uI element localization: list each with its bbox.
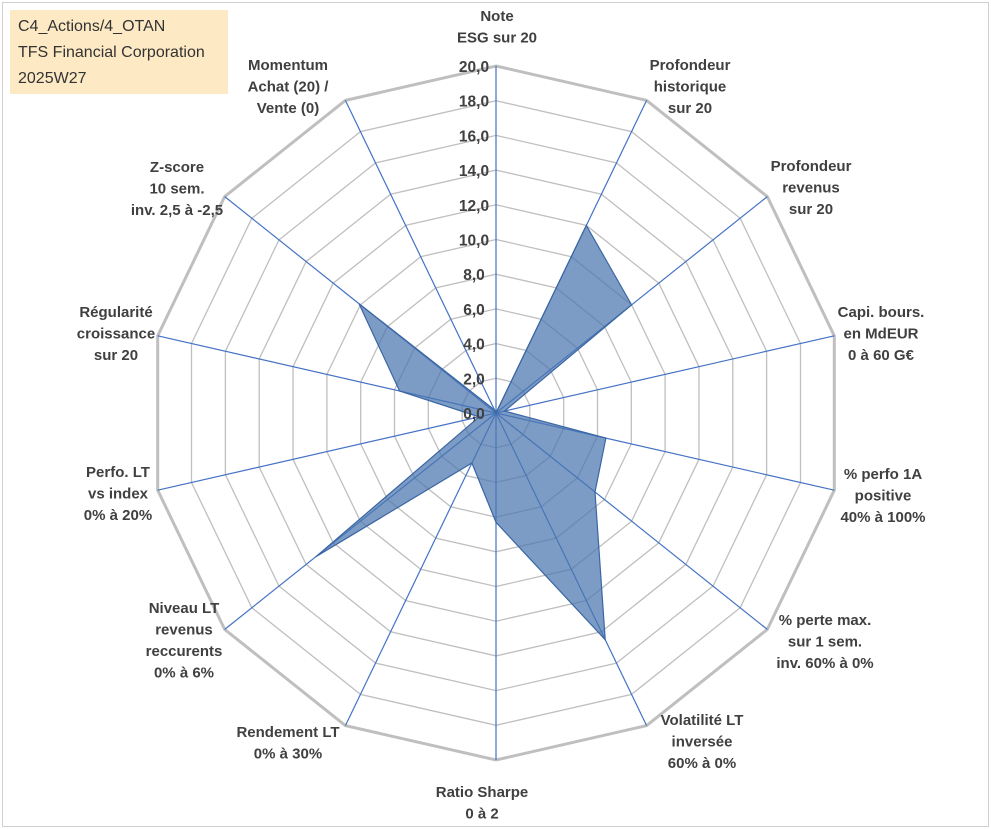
axis-label-5: % perfo 1A positive 40% à 100% [840,466,925,526]
series-area-group [315,224,633,642]
chart-title-box: C4_Actions/4_OTAN TFS Financial Corporat… [10,10,228,94]
chart-title-line1: C4_Actions/4_OTAN [18,18,166,35]
tick-label-2: 4,0 [463,337,485,354]
tick-label-4: 8,0 [463,267,485,284]
axis-spoke-4 [495,335,835,414]
axis-label-12: Régularité croissance sur 20 [77,304,155,364]
axis-labels: Note ESG sur 20 Profondeur historique sur 20… [77,8,926,823]
axis-label-7: Volatilité LT inversée 60% à 0% [661,712,744,772]
chart-title-line3: 2025W27 [18,70,87,87]
axis-label-2: Profondeur historique sur 20 [650,57,731,117]
tick-label-1: 2,0 [463,371,485,388]
axis-label-1: Note ESG sur 20 [457,8,537,47]
axis-label-11: Perfo. LT vs index 0% à 20% [84,464,152,524]
axis-spoke-11 [157,412,497,491]
axis-label-8: Ratio Sharpe 0 à 2 [436,784,529,823]
axis-label-9: Rendement LT 0% à 30% [236,724,339,763]
tick-label-9: 18,0 [459,94,489,111]
axis-label-13: Z-score 10 sem. inv. 2,5 à -2,5 [131,159,223,219]
axis-label-6: % perte max. sur 1 sem. inv. 60% à 0% [776,612,873,672]
axis-label-10: Niveau LT revenus reccurents 0% à 6% [146,600,223,682]
tick-label-8: 16,0 [459,128,489,145]
axis-label-4: Capi. bours. en MdEUR 0 à 60 G€ [838,304,925,364]
tick-label-3: 6,0 [463,302,485,319]
axis-spoke-9 [344,412,497,726]
tick-label-7: 14,0 [459,163,489,180]
tick-label-5: 10,0 [459,233,489,250]
series-area [315,224,633,642]
chart-title-line2: TFS Financial Corporation [18,44,205,61]
tick-label-6: 12,0 [459,198,489,215]
axis-label-14: Momentum Achat (20) / Vente (0) [248,57,330,117]
tick-label-0: 0,0 [463,406,485,423]
axis-spoke-14 [344,100,497,414]
tick-label-10: 20,0 [459,59,489,76]
axis-label-3: Profondeur revenus sur 20 [771,158,852,218]
radial-tick-labels: 0,0 2,0 4,0 6,0 8,0 10,0 12,0 14,0 16,0 18,0 20,0 [459,59,489,423]
